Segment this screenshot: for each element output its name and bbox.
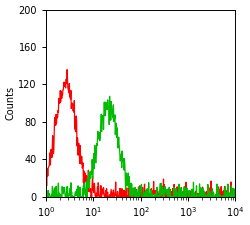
Y-axis label: Counts: Counts [6, 86, 16, 120]
